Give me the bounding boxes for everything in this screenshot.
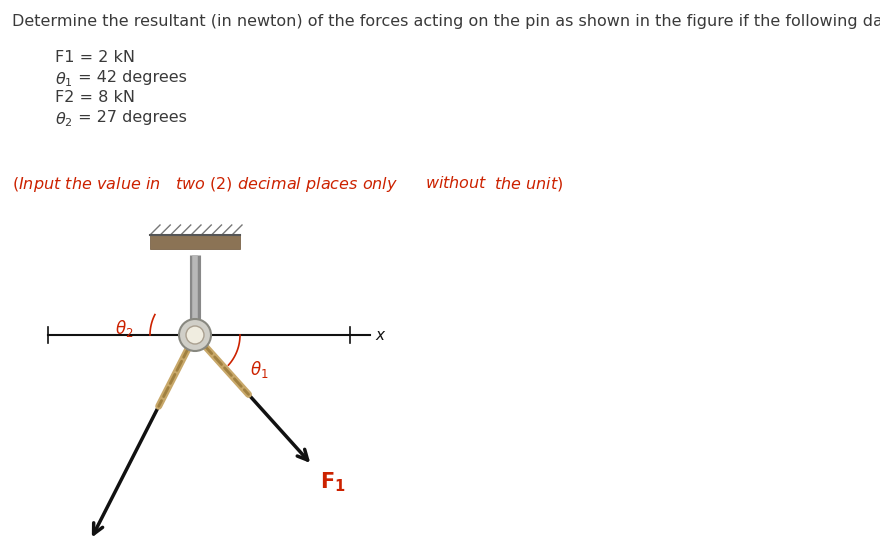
Text: $\theta_1$: $\theta_1$: [55, 70, 73, 89]
Text: $\it{(Input\ the\ value\ in\ }$: $\it{(Input\ the\ value\ in\ }$: [12, 175, 161, 194]
Text: $\bf{\it{without}}$: $\bf{\it{without}}$: [425, 175, 488, 191]
Circle shape: [179, 319, 211, 351]
Text: F2 = 8 kN: F2 = 8 kN: [55, 90, 135, 105]
Text: $\theta_1$: $\theta_1$: [250, 359, 268, 380]
Text: $\bf{\it{two\ (2)\ decimal\ places\ only}}$: $\bf{\it{two\ (2)\ decimal\ places\ only…: [175, 175, 398, 194]
Text: x: x: [375, 327, 384, 343]
Text: $\theta_2$: $\theta_2$: [115, 318, 134, 339]
Text: = 27 degrees: = 27 degrees: [73, 110, 187, 125]
Bar: [150, 235, 240, 249]
Text: F1 = 2 kN: F1 = 2 kN: [55, 50, 135, 65]
Text: = 42 degrees: = 42 degrees: [73, 70, 187, 85]
Text: Determine the resultant (in newton) of the forces acting on the pin as shown in : Determine the resultant (in newton) of t…: [12, 14, 880, 29]
Text: $\theta_2$: $\theta_2$: [55, 110, 73, 129]
Circle shape: [186, 326, 204, 344]
Text: $\mathbf{F_1}$: $\mathbf{F_1}$: [320, 470, 346, 494]
Text: $\it{the\ unit)}$: $\it{the\ unit)}$: [494, 175, 563, 193]
